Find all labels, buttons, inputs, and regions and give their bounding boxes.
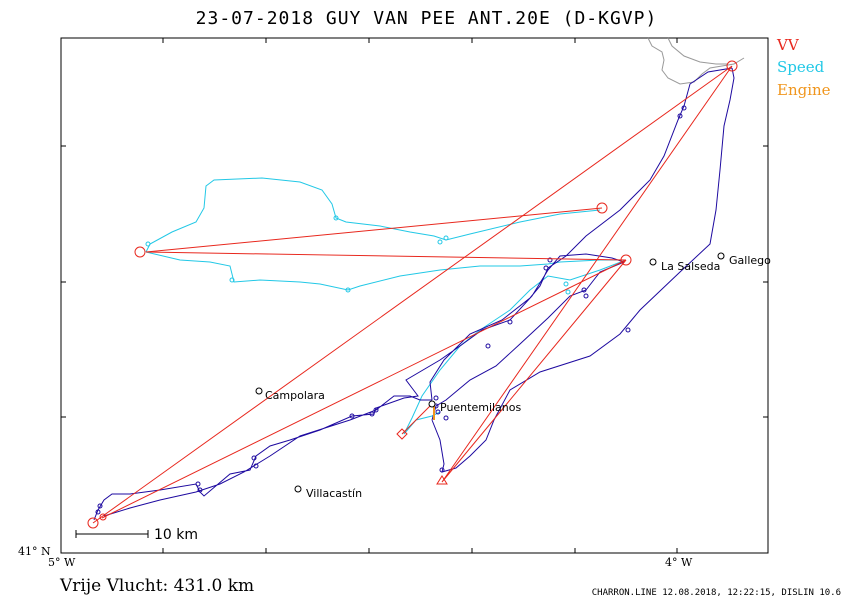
task-lines	[92, 65, 733, 524]
free-flight-distance: Vrije Vlucht: 431.0 km	[60, 576, 255, 596]
plot-frame	[60, 37, 769, 554]
legend-vv: VV	[777, 36, 799, 54]
town-markers	[255, 252, 725, 493]
lon-left-label: 5° W	[48, 556, 76, 569]
speed-loops	[145, 215, 571, 295]
scale-bar	[75, 530, 149, 538]
turnpoints	[87, 60, 738, 529]
region-border	[647, 37, 745, 85]
speed-track	[145, 177, 627, 435]
label-villacastin: Villacastín	[306, 487, 362, 500]
flight-track	[93, 67, 735, 521]
town-labels: Campolara Puentemilanos Villacastín La S…	[265, 254, 771, 500]
label-puentemilanos: Puentemilanos	[440, 401, 522, 414]
lon-right-label: 4° W	[665, 556, 693, 569]
label-campolara: Campolara	[265, 389, 325, 402]
axis-ticks	[61, 38, 768, 553]
label-gallego: Gallego	[729, 254, 771, 267]
legend-speed: Speed	[777, 58, 825, 76]
legend-engine: Engine	[777, 81, 831, 99]
footer-info: CHARRON.LINE 12.08.2018, 12:22:15, DISLI…	[591, 588, 841, 598]
scale-bar-label: 10 km	[154, 527, 198, 543]
lat-label: 41° N	[18, 545, 51, 558]
label-la-salseda: La Salseda	[661, 260, 720, 273]
map-title: 23-07-2018 GUY VAN PEE ANT.20E (D-KGVP)	[195, 8, 658, 29]
